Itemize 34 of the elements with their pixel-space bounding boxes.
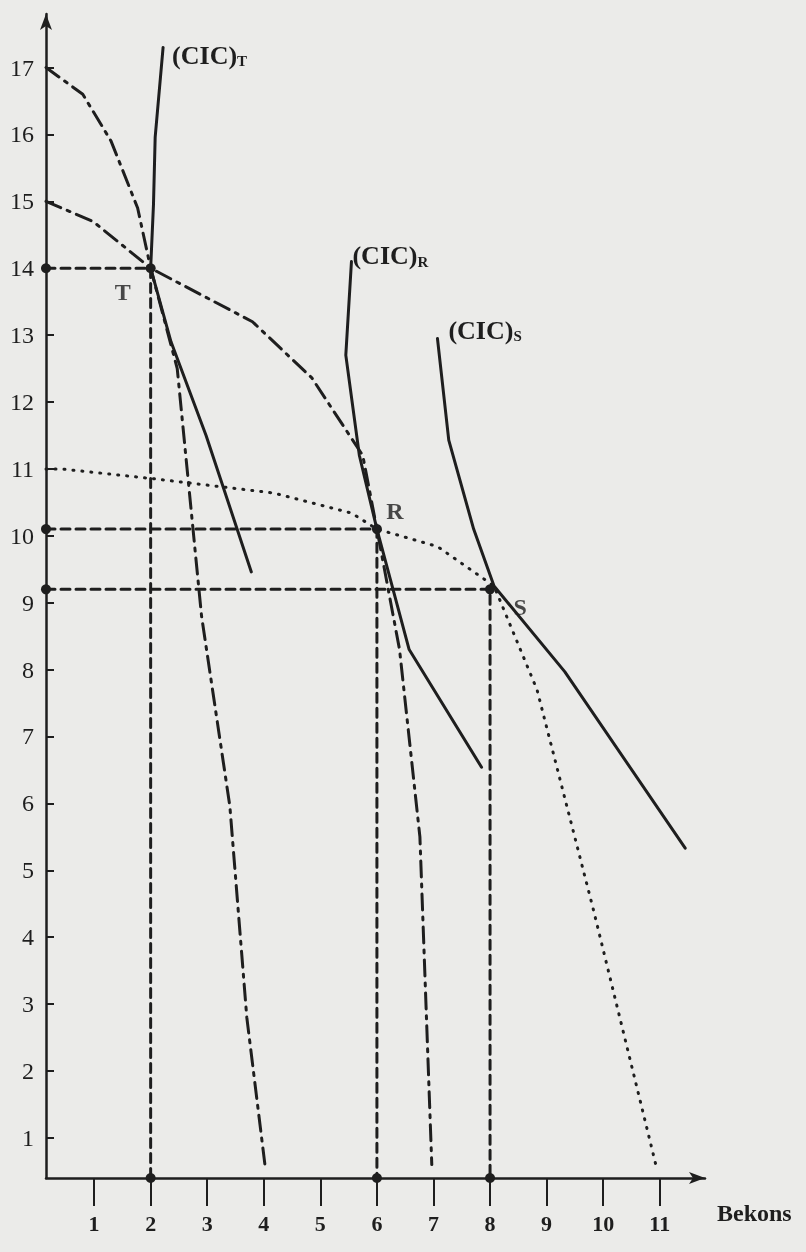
x-tick-label: 8 bbox=[484, 1210, 496, 1236]
y-tick-label: 7 bbox=[22, 723, 34, 750]
y-tick-label: 17 bbox=[10, 54, 34, 81]
y-tick-label: 3 bbox=[22, 991, 34, 1018]
x-tick-label: 1 bbox=[88, 1210, 100, 1236]
y-tick-label: 8 bbox=[22, 656, 34, 683]
y-tick-label: 1 bbox=[22, 1124, 34, 1151]
x-tick-label: 4 bbox=[258, 1210, 270, 1236]
x-tick-label: 2 bbox=[145, 1210, 157, 1236]
x-tick-label: 5 bbox=[314, 1210, 326, 1236]
x-tick-label: 10 bbox=[592, 1210, 615, 1236]
y-tick-label: 10 bbox=[10, 522, 34, 549]
y-tick-label: 12 bbox=[10, 389, 34, 415]
x-tick-label: 7 bbox=[427, 1210, 439, 1236]
series-label: (CIC)R bbox=[352, 241, 429, 271]
annotation: T bbox=[114, 279, 131, 306]
series-label: (CIC)S bbox=[448, 315, 522, 345]
y-tick-label: 15 bbox=[10, 188, 34, 215]
y-tick-label: 2 bbox=[22, 1057, 34, 1084]
x-tick-label: 3 bbox=[201, 1210, 213, 1236]
x-tick-label: 11 bbox=[649, 1210, 671, 1236]
x-axis-title: Bekons bbox=[717, 1200, 792, 1226]
annotation: R bbox=[386, 498, 405, 525]
y-tick-label: 11 bbox=[10, 455, 34, 482]
y-tick-label: 9 bbox=[22, 589, 34, 616]
y-tick-label: 6 bbox=[22, 790, 34, 817]
y-tick-label: 4 bbox=[22, 924, 34, 951]
y-tick-label: 16 bbox=[10, 121, 34, 148]
y-tick-label: 5 bbox=[22, 857, 34, 884]
y-tick-label: 13 bbox=[10, 322, 34, 349]
series-label: (CIC)T bbox=[172, 40, 248, 70]
x-tick-label: 6 bbox=[371, 1210, 383, 1236]
y-tick-label: 14 bbox=[10, 255, 34, 282]
x-tick-label: 9 bbox=[541, 1210, 553, 1236]
